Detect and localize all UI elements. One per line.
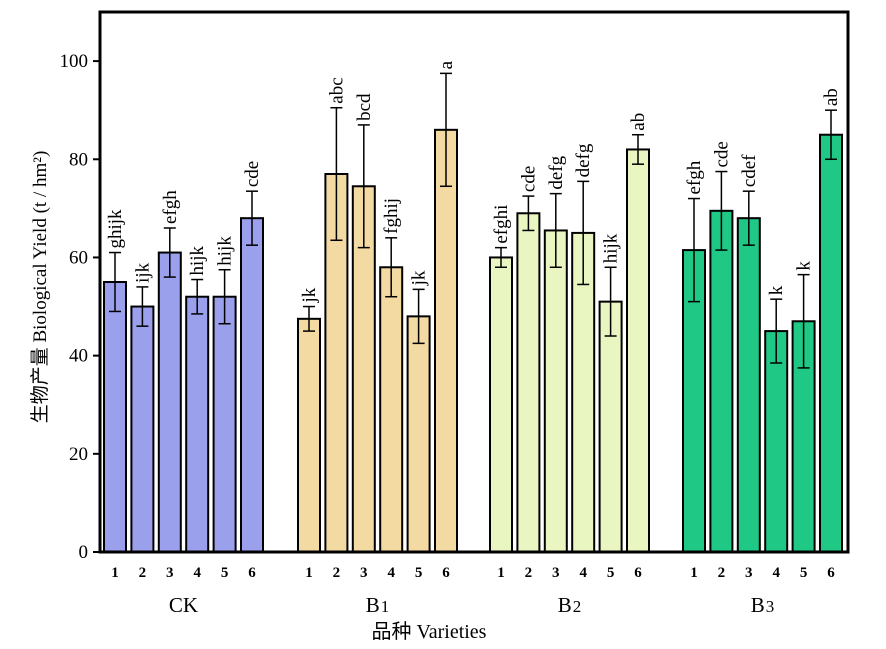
bar: [626, 148, 650, 553]
group-label: B1: [366, 593, 390, 617]
significance-letter: hijk: [215, 236, 236, 266]
significance-letter: cde: [711, 141, 732, 167]
x-tick-label: 4: [579, 565, 587, 581]
significance-letter: k: [794, 261, 815, 271]
x-tick-label: 1: [497, 565, 505, 581]
plot-frame: [98, 10, 850, 554]
x-tick-label: 1: [690, 565, 698, 581]
bar: [240, 217, 264, 553]
bar: [434, 128, 458, 553]
x-tick-label: 5: [415, 565, 423, 581]
x-tick-label: 4: [193, 565, 201, 581]
bar: [736, 217, 761, 553]
significance-letter: ghijk: [105, 209, 126, 249]
bar: [489, 256, 513, 553]
significance-letter: cde: [518, 166, 539, 192]
significance-letter: jk: [409, 270, 430, 286]
bar: [764, 330, 789, 553]
group-label: CK: [169, 593, 198, 617]
x-tick-label: 4: [772, 565, 780, 581]
group-label: B3: [751, 593, 775, 617]
significance-letter: ijk: [132, 262, 153, 283]
y-tick-label: 20: [69, 444, 88, 465]
significance-letter: fghij: [381, 198, 402, 234]
x-tick-label: 3: [166, 565, 174, 581]
significance-letter: efgh: [684, 160, 705, 194]
significance-letter: hijk: [601, 233, 622, 263]
bar: [130, 305, 155, 553]
y-tick-label: 60: [69, 247, 88, 268]
x-tick-label: 6: [442, 565, 450, 581]
bar: [406, 315, 431, 554]
bars-layer: [103, 72, 843, 554]
bar: [516, 212, 541, 553]
significance-letter: efghi: [491, 205, 512, 244]
bar: [103, 281, 127, 553]
x-tick-label: 5: [221, 565, 229, 581]
significance-letter: ab: [628, 113, 649, 131]
x-tick-label: 2: [525, 565, 533, 581]
group-label: B2: [558, 593, 582, 617]
significance-letter: ab: [821, 88, 842, 106]
y-axis-title: 生物产量 Biological Yield (t / hm²): [29, 151, 51, 424]
axes-layer: [93, 10, 850, 554]
significance-letter: jk: [299, 287, 320, 303]
significance-letter: defg: [546, 155, 567, 189]
significance-letter: cde: [242, 161, 263, 187]
x-tick-label: 1: [305, 565, 313, 581]
significance-letter: bcd: [354, 93, 375, 121]
y-tick-label: 80: [69, 149, 88, 170]
x-tick-label: 6: [634, 565, 642, 581]
x-tick-label: 4: [387, 565, 395, 581]
significance-letter: cdef: [739, 154, 760, 187]
x-tick-label: 3: [360, 565, 368, 581]
y-tick-label: 0: [79, 542, 89, 563]
x-tick-label: 6: [248, 565, 256, 581]
bar: [598, 300, 623, 553]
bar: [185, 295, 210, 553]
x-tick-label: 2: [333, 565, 341, 581]
bar: [543, 229, 568, 553]
x-tick-label: 5: [800, 565, 808, 581]
x-tick-label: 5: [607, 565, 615, 581]
x-axis-title: 品种 Varieties: [372, 620, 487, 643]
x-tick-label: 2: [718, 565, 726, 581]
x-tick-label: 6: [827, 565, 835, 581]
y-tick-label: 100: [60, 51, 89, 72]
labels-layer: 0 20 40 60 80 100 ghijk 1 ijk 2 efgh 3 hijk 4 hijk 5 cde…: [60, 51, 843, 617]
significance-letter: efgh: [160, 190, 181, 224]
significance-letter: hijk: [187, 245, 208, 275]
x-tick-label: 3: [745, 565, 753, 581]
x-tick-label: 2: [139, 565, 147, 581]
bar: [157, 251, 182, 554]
bar: [212, 295, 237, 553]
y-tick-label: 40: [69, 346, 88, 367]
x-tick-label: 3: [552, 565, 560, 581]
bar: [819, 133, 843, 554]
significance-letter: abc: [326, 77, 347, 103]
significance-letter: a: [436, 60, 457, 69]
bar: [379, 266, 404, 553]
significance-letter: defg: [573, 143, 594, 177]
x-tick-label: 1: [111, 565, 119, 581]
bar: [297, 317, 321, 553]
bar: [709, 209, 734, 553]
significance-letter: k: [766, 285, 787, 295]
